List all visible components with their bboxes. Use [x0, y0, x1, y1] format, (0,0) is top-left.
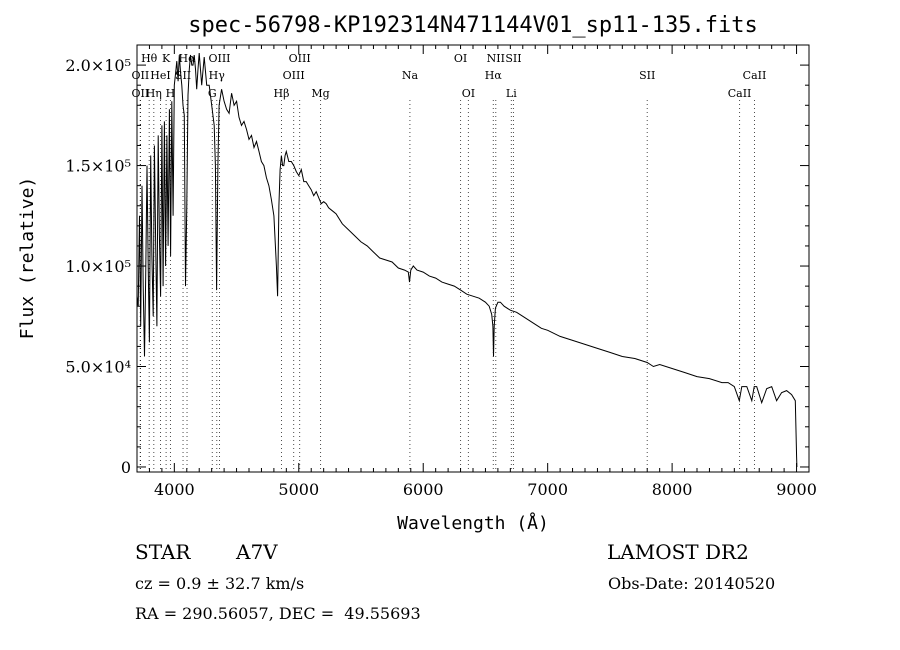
line-label: Mg [311, 87, 329, 100]
line-label: Na [402, 69, 419, 82]
line-label: G [208, 87, 217, 100]
line-label: CaII [728, 87, 752, 100]
line-label: Hβ [274, 87, 290, 100]
y-tick-label: 1.0×10⁵ [65, 257, 131, 276]
line-label: Hη [146, 87, 162, 100]
obs-date: Obs-Date: 20140520 [608, 574, 776, 593]
spectrum-line [136, 52, 798, 468]
y-tick-label: 5.0×10⁴ [65, 358, 131, 377]
subclass: A7V [236, 540, 278, 564]
x-axis-label: Wavelength (Å) [397, 512, 549, 534]
line-label: OII [132, 87, 150, 100]
x-tick-label: 6000 [403, 480, 444, 499]
line-label: Hγ [209, 69, 226, 82]
y-tick-label: 2.0×10⁵ [65, 56, 131, 75]
line-label: CaII [743, 69, 767, 82]
line-label: NII [487, 52, 505, 65]
line-label: OIII [289, 52, 311, 65]
x-tick-label: 4000 [154, 480, 195, 499]
x-tick-label: 8000 [652, 480, 693, 499]
y-tick-label: 1.5×10⁵ [65, 157, 131, 176]
object-class: STAR [135, 540, 191, 564]
chart-title: spec-56798-KP192314N471144V01_sp11-135.f… [188, 13, 758, 38]
line-label: OI [462, 87, 475, 100]
x-tick-label: 7000 [527, 480, 568, 499]
y-tick-label: 0 [121, 458, 131, 477]
line-label: K [162, 52, 171, 65]
line-label: OI [454, 52, 467, 65]
line-label: OIII [283, 69, 305, 82]
line-label: H [166, 87, 176, 100]
y-axis-label: Flux (relative) [17, 177, 38, 340]
coordinates: RA = 290.56057, DEC = 49.55693 [135, 604, 421, 623]
redshift-cz: cz = 0.9 ± 32.7 km/s [135, 574, 305, 593]
line-label: Hα [485, 69, 503, 82]
y-axis: 0 5.0×10⁴ 1.0×10⁵ 1.5×10⁵ 2.0×10⁵ [65, 56, 809, 477]
spectral-line-markers [139, 100, 755, 472]
line-label: OIII [208, 52, 230, 65]
x-tick-label: 5000 [278, 480, 319, 499]
line-label: SII [505, 52, 521, 65]
line-label: SII [639, 69, 655, 82]
line-label: OII [132, 69, 150, 82]
line-label: HeI [150, 69, 170, 82]
x-axis: 4000 5000 6000 7000 8000 9000 [136, 45, 817, 499]
line-label: Hθ [141, 52, 158, 65]
x-tick-label: 9000 [776, 480, 817, 499]
survey-name: LAMOST DR2 [607, 540, 749, 564]
line-label: Li [506, 87, 517, 100]
